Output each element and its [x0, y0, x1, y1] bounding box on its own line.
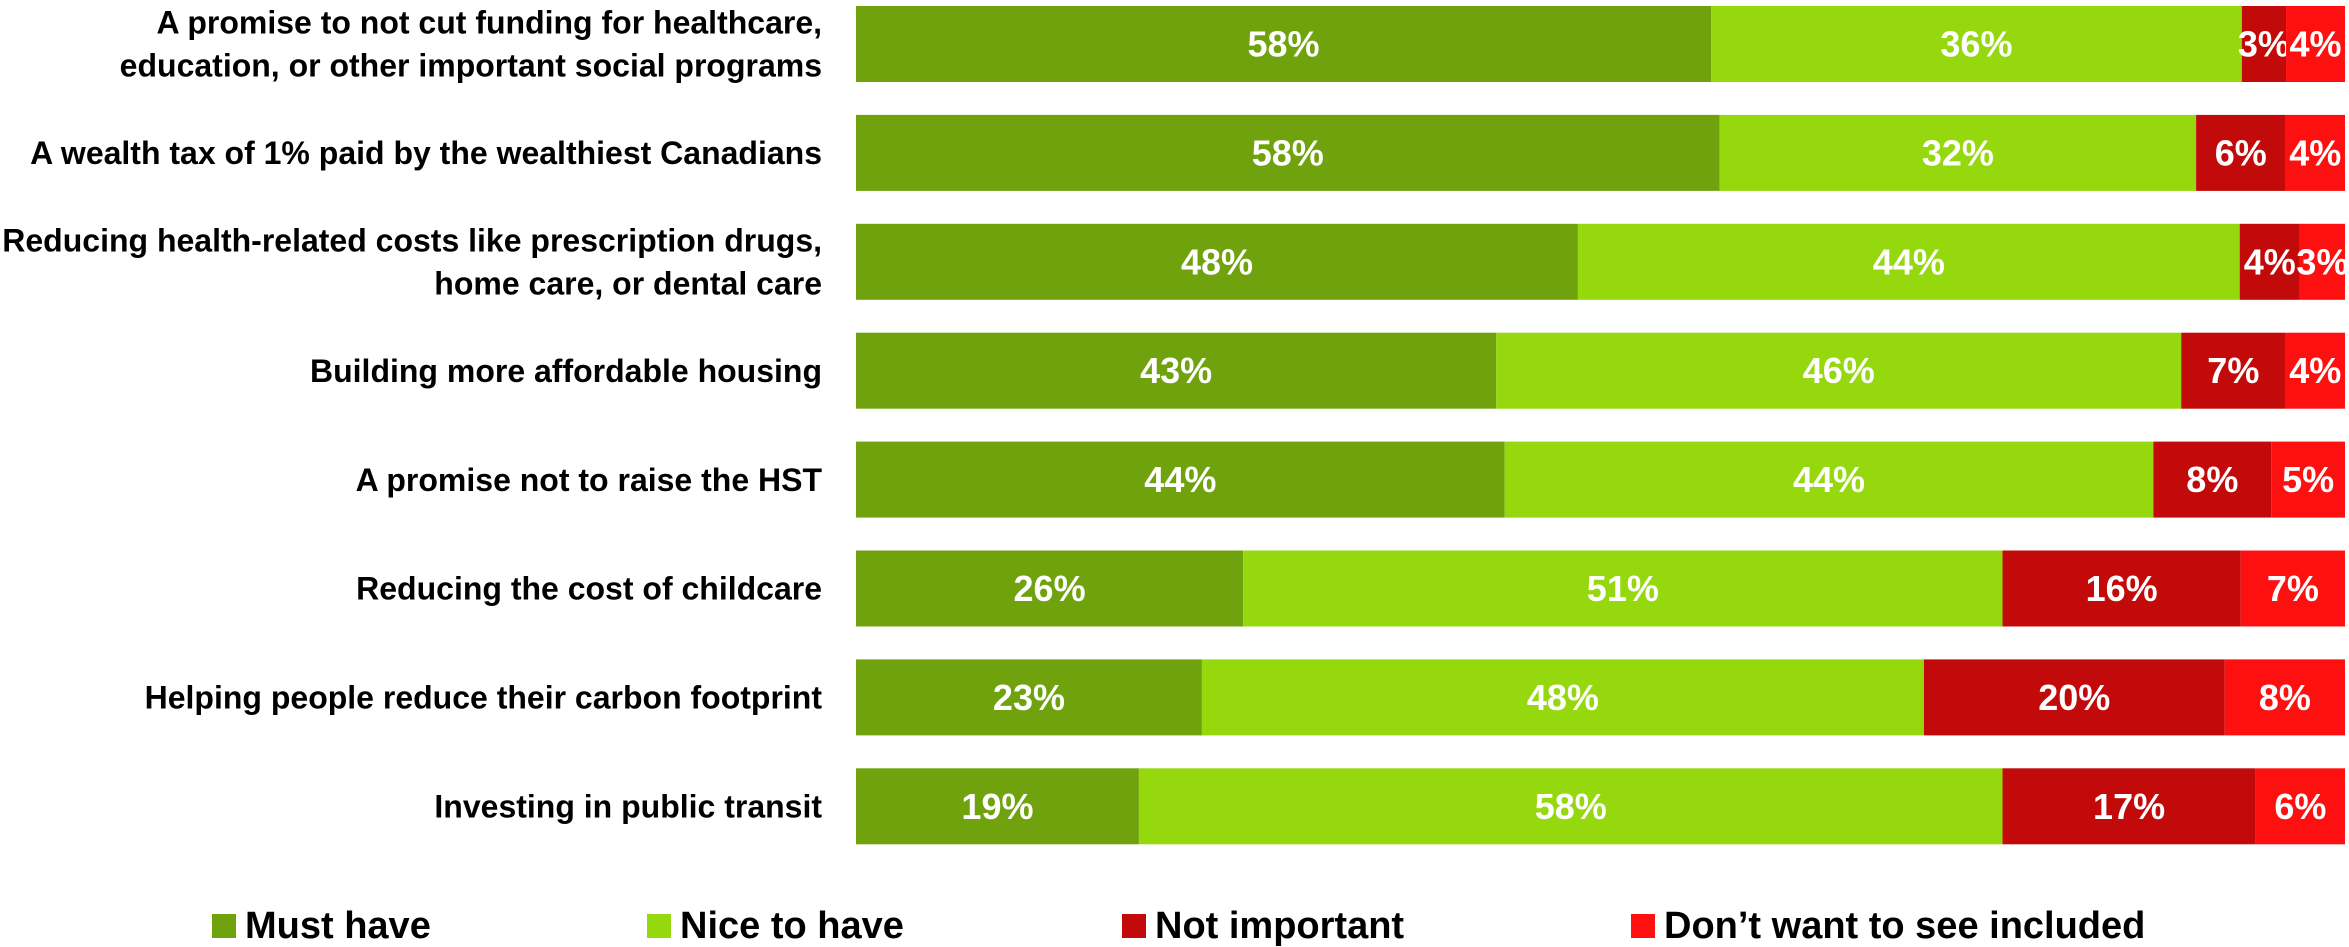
data-label: 32%: [1922, 132, 1994, 173]
bar-segment: [2153, 441, 2272, 518]
bar-segment: [856, 441, 1505, 518]
data-label: 44%: [1793, 459, 1865, 500]
bar-segment: [2241, 6, 2287, 82]
category-label-line: Helping people reduce their carbon footp…: [145, 680, 823, 716]
bar-segment: [2239, 223, 2300, 300]
legend-item: Don’t want to see included: [1631, 905, 2145, 947]
category-label: A promise not to raise the HST: [356, 462, 823, 498]
bar-segment: [856, 768, 1139, 845]
data-label: 8%: [2186, 459, 2238, 500]
category-label-line: A promise not to raise the HST: [356, 462, 823, 498]
category-label-line: A promise to not cut funding for healthc…: [157, 5, 823, 41]
data-label: 16%: [2086, 568, 2158, 609]
data-label: 48%: [1181, 241, 1253, 282]
data-label: 46%: [1803, 350, 1875, 391]
data-label: 36%: [1940, 24, 2012, 65]
data-label: 6%: [2215, 132, 2267, 173]
legend-label: Not important: [1155, 905, 1404, 947]
bar-segment: [2271, 441, 2345, 518]
bar-segment: [2181, 332, 2286, 409]
category-label-line: Investing in public transit: [434, 789, 822, 825]
legend-swatch: [212, 914, 236, 938]
category-label-line: Building more affordable housing: [310, 353, 822, 389]
bar-segment: [856, 659, 1202, 736]
data-label: 58%: [1252, 132, 1324, 173]
bar-segment: [2286, 6, 2345, 82]
legend-label: Don’t want to see included: [1664, 905, 2145, 947]
bar-segment: [1577, 223, 2240, 300]
data-label: 17%: [2093, 786, 2165, 827]
bar-segment: [2002, 550, 2241, 627]
data-label: 4%: [2289, 24, 2341, 65]
data-label: 20%: [2038, 677, 2110, 718]
bar-segment: [2240, 550, 2345, 627]
data-label: 7%: [2267, 568, 2319, 609]
category-label-line: home care, or dental care: [434, 266, 822, 302]
bar-segment: [1504, 441, 2154, 518]
category-label: Helping people reduce their carbon footp…: [145, 680, 823, 716]
data-label: 6%: [2274, 786, 2326, 827]
data-label: 7%: [2207, 350, 2259, 391]
bar-segment: [1711, 6, 2242, 82]
bar-segment: [2299, 223, 2345, 300]
data-label: 48%: [1527, 677, 1599, 718]
category-label: Investing in public transit: [434, 789, 822, 825]
data-label: 44%: [1873, 241, 1945, 282]
bars-layer: 58% 36% 3% 4%58% 32% 6% 4%48% 44% 4% 3%43% 46% 7% 4%…: [856, 6, 2348, 845]
data-label: 43%: [1140, 350, 1212, 391]
data-label: 19%: [961, 786, 1033, 827]
category-labels: A promise to not cut funding for healthc…: [2, 5, 822, 825]
bar-segment: [2285, 114, 2345, 191]
category-label: A wealth tax of 1% paid by the wealthies…: [30, 135, 822, 171]
data-label: 3%: [2296, 241, 2348, 282]
bar-segment: [1243, 550, 2003, 627]
bar-segment: [856, 550, 1244, 627]
category-label-line: Reducing the cost of childcare: [356, 571, 822, 607]
bar-segment: [1719, 114, 2197, 191]
category-label: A promise to not cut funding for healthc…: [120, 5, 822, 84]
bar-segment: [856, 6, 1712, 82]
legend-item: Must have: [212, 905, 431, 947]
data-label: 51%: [1587, 568, 1659, 609]
data-label: 23%: [993, 677, 1065, 718]
bar-segment: [1201, 659, 1924, 736]
category-label: Reducing health-related costs like presc…: [2, 223, 822, 302]
legend-label: Must have: [245, 905, 431, 947]
category-label-line: Reducing health-related costs like presc…: [2, 223, 822, 259]
category-label-line: A wealth tax of 1% paid by the wealthies…: [30, 135, 822, 171]
data-label: 4%: [2289, 350, 2341, 391]
data-label: 4%: [2289, 132, 2341, 173]
data-label: 5%: [2282, 459, 2334, 500]
bar-segment: [1138, 768, 2003, 845]
legend-item: Nice to have: [647, 905, 904, 947]
legend-label: Nice to have: [680, 905, 904, 947]
bar-segment: [856, 332, 1497, 409]
bar-segment: [2285, 332, 2345, 409]
category-label: Reducing the cost of childcare: [356, 571, 822, 607]
bar-segment: [856, 114, 1720, 191]
category-label: Building more affordable housing: [310, 353, 822, 389]
bar-segment: [2255, 768, 2345, 845]
data-label: 58%: [1535, 786, 1607, 827]
data-label: 3%: [2238, 24, 2290, 65]
data-label: 8%: [2259, 677, 2311, 718]
bar-segment: [856, 223, 1578, 300]
legend-swatch: [1122, 914, 1146, 938]
bar-segment: [1923, 659, 2225, 736]
bar-segment: [1496, 332, 2182, 409]
data-label: 44%: [1144, 459, 1216, 500]
legend-swatch: [647, 914, 671, 938]
data-label: 26%: [1014, 568, 1086, 609]
bar-segment: [2196, 114, 2286, 191]
bar-segment: [2002, 768, 2256, 845]
data-label: 4%: [2244, 241, 2296, 282]
bar-segment: [2224, 659, 2345, 736]
category-label-line: education, or other important social pro…: [120, 48, 822, 84]
data-label: 58%: [1247, 24, 1319, 65]
legend-swatch: [1631, 914, 1655, 938]
legend: Must have Nice to have Not important Don’t …: [212, 905, 2145, 947]
legend-item: Not important: [1122, 905, 1404, 947]
